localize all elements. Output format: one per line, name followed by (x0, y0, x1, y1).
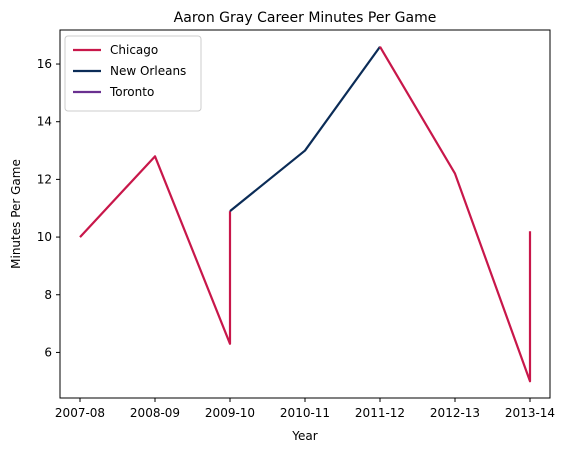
y-tick-label: 16 (37, 57, 52, 71)
series-line-chicago (79, 155, 232, 345)
y-tick-label: 6 (44, 345, 52, 359)
x-tick-label: 2012-13 (430, 406, 480, 420)
y-tick-label: 10 (37, 230, 52, 244)
y-tick-label: 8 (44, 288, 52, 302)
x-tick-label: 2007-08 (55, 406, 105, 420)
series-line-toronto (379, 46, 532, 383)
legend: Chicago New Orleans Toronto (64, 35, 202, 112)
y-tick-label: 14 (37, 115, 52, 129)
series-line-new-orleans (229, 46, 381, 212)
x-tick-label: 2008-09 (130, 406, 180, 420)
x-axis-label: Year (291, 429, 317, 443)
series-lines (79, 46, 532, 383)
legend-label: Chicago (110, 43, 158, 57)
chart-title: Aaron Gray Career Minutes Per Game (174, 10, 437, 26)
x-tick-label: 2010-11 (280, 406, 330, 420)
y-axis: 6 8 10 12 14 16 (37, 57, 60, 359)
x-tick-label: 2011-12 (355, 406, 405, 420)
y-tick-label: 12 (37, 172, 52, 186)
x-tick-label: 2009-10 (205, 406, 255, 420)
x-tick-label: 2013-14 (505, 406, 555, 420)
legend-label: New Orleans (110, 64, 186, 78)
y-axis-label: Minutes Per Game (9, 159, 23, 269)
legend-label: Toronto (109, 85, 154, 99)
x-axis: 2007-08 2008-09 2009-10 2010-11 2011-12 2012-… (55, 398, 555, 420)
